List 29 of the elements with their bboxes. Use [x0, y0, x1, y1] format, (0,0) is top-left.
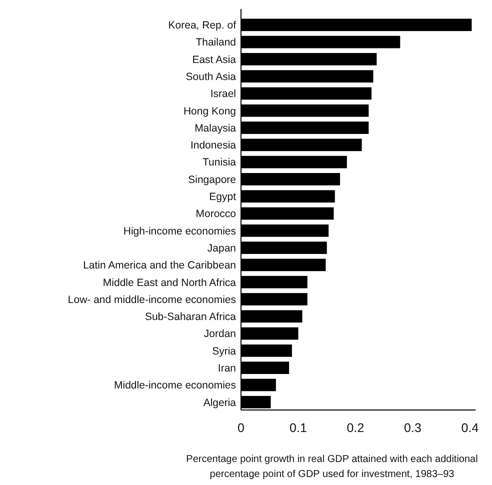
y-tick-label: East Asia	[192, 54, 236, 66]
y-tick-label: Iran	[218, 362, 236, 374]
x-tick-label: 0.4	[461, 421, 479, 435]
y-tick-label: Latin America and the Caribbean	[83, 260, 236, 272]
y-tick-label: Indonesia	[190, 140, 236, 152]
y-tick-label: Middle-income economies	[114, 380, 236, 392]
y-tick-label: Singapore	[188, 174, 236, 186]
y-tick-label: Sub-Saharan Africa	[144, 311, 236, 324]
x-tick-label: 0.1	[290, 421, 307, 435]
y-tick-label: Jordan	[204, 328, 236, 340]
x-tick-label: 0.2	[346, 421, 364, 435]
y-tick-label: High-income economies	[123, 225, 236, 238]
y-tick-label: Middle East and North Africa	[102, 276, 236, 289]
x-tick-label: 0.3	[404, 421, 422, 435]
y-tick-label: Egypt	[209, 191, 236, 204]
y-tick-label: Morocco	[196, 208, 236, 220]
y-tick-label: Low- and middle-income economies	[68, 294, 236, 306]
x-axis-title: Percentage point growth in real GDP attained with each additional percentage point of GDP used for investment, 1983–93	[186, 454, 478, 480]
y-tick-label: Israel	[210, 88, 236, 100]
y-tick-label: Tunisia	[202, 156, 236, 169]
y-tick-label: Algeria	[203, 396, 236, 409]
x-tick-label: 0	[238, 421, 245, 435]
y-tick-label: Thailand	[196, 36, 236, 49]
y-tick-label: South Asia	[186, 71, 236, 83]
y-tick-label: Hong Kong	[183, 105, 236, 118]
y-tick-label: Korea, Rep. of	[168, 20, 236, 32]
y-tick-label: Syria	[212, 345, 236, 358]
y-tick-label: Japan	[207, 242, 236, 254]
y-tick-label: Malaysia	[194, 122, 236, 134]
